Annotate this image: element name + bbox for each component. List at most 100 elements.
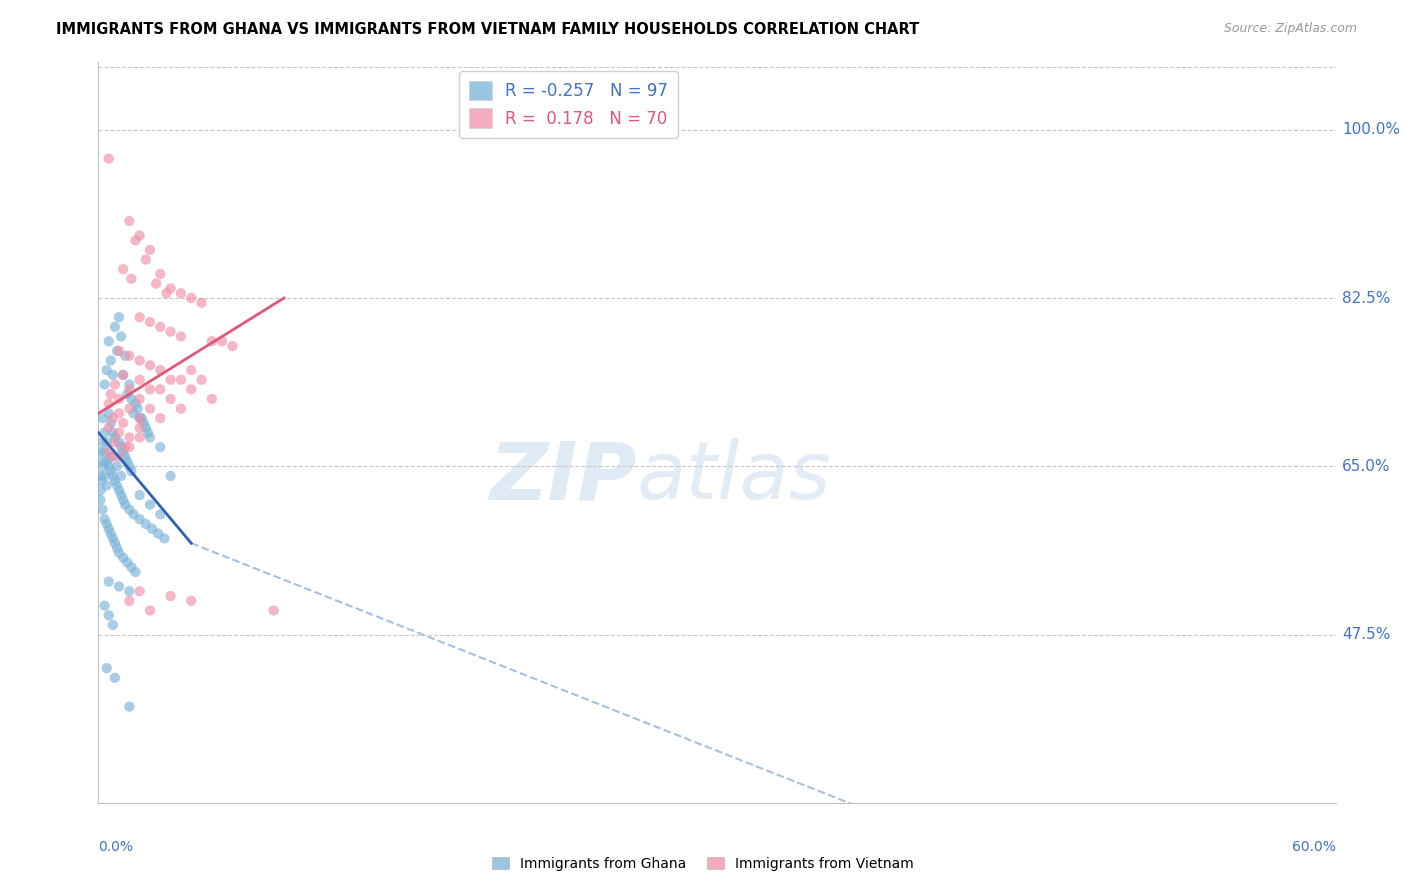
Point <box>108 310 131 325</box>
Point <box>97 445 120 459</box>
Point <box>101 411 124 425</box>
Point <box>118 349 141 363</box>
Point <box>120 272 142 286</box>
Point <box>91 502 114 516</box>
Point <box>135 421 157 435</box>
Point <box>122 508 145 522</box>
Point <box>139 430 162 444</box>
Point <box>96 478 118 492</box>
Point <box>97 334 120 349</box>
Point <box>93 377 115 392</box>
Point <box>96 435 118 450</box>
Point <box>139 603 162 617</box>
Point <box>118 584 141 599</box>
Point <box>108 343 131 358</box>
Point <box>104 474 127 488</box>
Point <box>91 454 114 468</box>
Point <box>104 430 127 444</box>
Point <box>118 214 141 228</box>
Point <box>201 392 224 406</box>
Point <box>190 373 212 387</box>
Point <box>108 406 131 420</box>
Point <box>89 445 111 459</box>
Point <box>112 550 135 565</box>
Point <box>145 277 167 291</box>
Point <box>105 478 128 492</box>
Point <box>159 281 181 295</box>
Point <box>180 594 202 608</box>
Point <box>139 401 162 416</box>
Point <box>97 608 120 623</box>
Point <box>97 421 120 435</box>
Point <box>149 267 172 281</box>
Point <box>149 319 172 334</box>
Point <box>120 560 142 574</box>
Point <box>118 502 141 516</box>
Text: 65.0%: 65.0% <box>1341 458 1391 474</box>
Point <box>108 579 131 593</box>
Point <box>101 425 124 440</box>
Point <box>128 373 150 387</box>
Point <box>118 594 141 608</box>
Point <box>96 363 118 377</box>
Point <box>93 512 115 526</box>
Point <box>117 556 139 570</box>
Point <box>89 469 111 483</box>
Text: 0.0%: 0.0% <box>98 840 134 854</box>
Point <box>180 382 202 396</box>
Text: IMMIGRANTS FROM GHANA VS IMMIGRANTS FROM VIETNAM FAMILY HOUSEHOLDS CORRELATION C: IMMIGRANTS FROM GHANA VS IMMIGRANTS FROM… <box>56 22 920 37</box>
Text: 82.5%: 82.5% <box>1341 291 1391 305</box>
Point <box>124 397 146 411</box>
Point <box>128 512 150 526</box>
Point <box>159 373 181 387</box>
Point <box>100 526 122 541</box>
Point <box>128 310 150 325</box>
Point <box>118 430 141 444</box>
Point <box>89 492 111 507</box>
Point <box>159 589 181 603</box>
Point <box>149 411 172 425</box>
Point <box>127 401 149 416</box>
Point <box>101 618 124 632</box>
Point <box>120 464 142 478</box>
Point <box>118 377 141 392</box>
Point <box>93 599 115 613</box>
Point <box>128 488 150 502</box>
Point <box>104 319 127 334</box>
Point <box>149 363 172 377</box>
Text: 47.5%: 47.5% <box>1341 627 1391 642</box>
Point <box>93 445 115 459</box>
Point <box>149 508 172 522</box>
Legend: R = -0.257   N = 97, R =  0.178   N = 70: R = -0.257 N = 97, R = 0.178 N = 70 <box>458 70 678 137</box>
Point <box>201 334 224 349</box>
Point <box>105 541 128 555</box>
Point <box>110 329 132 343</box>
Point <box>180 291 202 305</box>
Point <box>132 416 155 430</box>
Point <box>170 286 193 301</box>
Point <box>97 397 120 411</box>
Point <box>114 498 136 512</box>
Text: 60.0%: 60.0% <box>1292 840 1336 854</box>
Point <box>114 440 136 454</box>
Point <box>91 411 114 425</box>
Point <box>118 699 141 714</box>
Point <box>118 440 141 454</box>
Point <box>100 450 122 464</box>
Point <box>96 516 118 531</box>
Point <box>128 430 150 444</box>
Point <box>159 469 181 483</box>
Point <box>128 392 150 406</box>
Point <box>124 565 146 579</box>
Point <box>112 445 135 459</box>
Point <box>117 454 139 468</box>
Point <box>101 368 124 382</box>
Point <box>110 488 132 502</box>
Point <box>128 353 150 368</box>
Point <box>114 450 136 464</box>
Point <box>108 425 131 440</box>
Point <box>97 406 120 420</box>
Point <box>170 373 193 387</box>
Point <box>114 349 136 363</box>
Legend: Immigrants from Ghana, Immigrants from Vietnam: Immigrants from Ghana, Immigrants from V… <box>486 851 920 876</box>
